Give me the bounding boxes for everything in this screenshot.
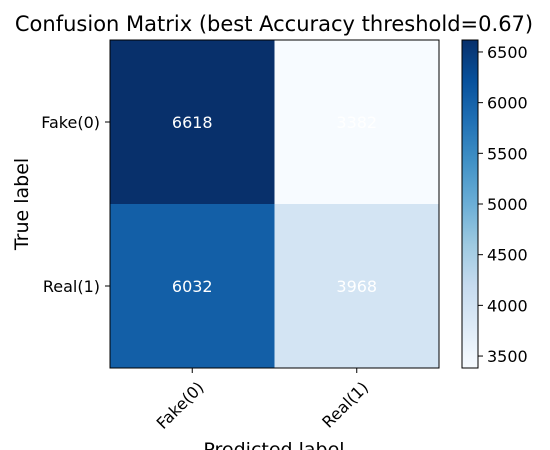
chart-title: Confusion Matrix (best Accuracy threshol… xyxy=(15,12,533,36)
colorbar-tick-label: 4500 xyxy=(487,246,528,265)
colorbar xyxy=(461,39,479,369)
colorbar-tick-label: 6000 xyxy=(487,94,528,113)
colorbar-ticks: 3500 4000 4500 5000 5500 6000 6500 xyxy=(478,43,528,366)
x-tick-label: Real(1) xyxy=(318,378,372,432)
cell-value-label: 3968 xyxy=(336,277,377,296)
colorbar-tick-label: 3500 xyxy=(487,347,528,366)
x-tick-label: Fake(0) xyxy=(153,378,208,433)
matrix-frame xyxy=(109,39,440,369)
x-axis-ticks: Fake(0) Real(1) xyxy=(153,368,372,433)
colorbar-tick-label: 5000 xyxy=(487,195,528,214)
colorbar-tick-label: 5500 xyxy=(487,144,528,163)
matrix-cell-r0-c0 xyxy=(110,40,275,205)
matrix-cells: 6618 3382 6032 3968 xyxy=(110,40,440,369)
cell-value-label: 6032 xyxy=(172,277,213,296)
y-tick-label: Real(1) xyxy=(43,277,100,296)
colorbar-tick-label: 6500 xyxy=(487,43,528,62)
y-tick-label: Fake(0) xyxy=(41,113,100,132)
y-axis-ticks: Fake(0) Real(1) xyxy=(41,113,110,296)
cell-value-label: 3382 xyxy=(336,113,377,132)
y-axis-label: True label xyxy=(11,158,33,251)
matrix-cell-r1-c0 xyxy=(110,204,275,369)
matrix-cell-r0-c1 xyxy=(274,40,440,205)
colorbar-tick-label: 4000 xyxy=(487,296,528,315)
x-axis-label: Predicted label xyxy=(203,439,344,450)
matrix-cell-r1-c1 xyxy=(274,204,440,369)
cell-value-label: 6618 xyxy=(172,113,213,132)
